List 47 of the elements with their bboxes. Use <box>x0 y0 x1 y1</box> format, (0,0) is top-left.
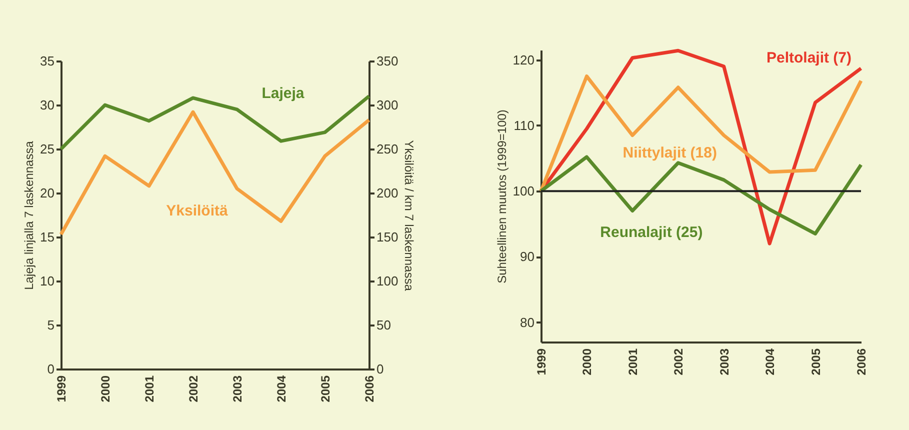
x-tick-label: 2006 <box>362 375 376 402</box>
x-tick-label: 2005 <box>318 375 332 402</box>
y2-tick-label: 50 <box>376 318 391 332</box>
y-tick-label: 35 <box>40 54 54 68</box>
x-tick-label: 2005 <box>808 348 823 376</box>
x-tick-label: 2002 <box>672 348 686 376</box>
x-tick-label: 2000 <box>580 348 594 376</box>
y2-tick-label: 300 <box>376 98 398 112</box>
x-tick-label: 2001 <box>626 348 640 376</box>
line-series <box>539 74 863 193</box>
y-axis-title: Lajeja linjalla 7 laskennassa <box>22 140 36 290</box>
y-tick-label: 120 <box>512 52 534 68</box>
x-tick-label: 2003 <box>717 348 732 376</box>
y2-tick-label: 200 <box>376 186 398 200</box>
series-label: Yksilöitä <box>166 202 228 220</box>
y-tick-label: 25 <box>40 142 54 156</box>
x-tick-label: 2000 <box>98 375 112 402</box>
x-tick-label: 2001 <box>142 375 156 402</box>
y-tick-label: 30 <box>40 98 54 112</box>
x-tick-label: 2004 <box>763 348 778 376</box>
y2-tick-label: 350 <box>376 54 398 68</box>
series-label: Reunalajit (25) <box>600 224 703 241</box>
x-tick-label: 2003 <box>230 375 244 402</box>
x-tick-label: 1999 <box>54 375 68 402</box>
y2-tick-label: 0 <box>376 362 384 376</box>
line-series <box>59 110 371 236</box>
series-label: Lajeja <box>262 85 305 102</box>
y-axis-title: Suhteellinen muutos (1999=100) <box>494 110 509 284</box>
y-tick-label: 80 <box>520 314 534 330</box>
y-tick-label: 0 <box>47 362 54 376</box>
y2-tick-label: 150 <box>376 230 398 244</box>
x-tick-label: 2002 <box>186 375 200 402</box>
x-tick-label: 2006 <box>854 348 868 376</box>
x-tick-label: 2004 <box>274 375 288 402</box>
y2-axis-title: Yksilöitä / km 7 laskennassa <box>402 140 416 292</box>
y-tick-label: 10 <box>40 274 54 288</box>
y-tick-label: 100 <box>512 184 534 199</box>
y-tick-label: 110 <box>514 118 534 133</box>
y-tick-label: 20 <box>40 186 54 200</box>
series-label: Peltolajit (7) <box>766 49 852 66</box>
series-label: Niittylajit (18) <box>622 144 717 162</box>
x-tick-label: 1999 <box>534 348 548 376</box>
y-tick-label: 15 <box>40 230 54 244</box>
y2-tick-label: 250 <box>376 142 398 156</box>
y-tick-label: 90 <box>520 249 534 264</box>
y-tick-label: 5 <box>47 318 54 332</box>
y2-tick-label: 100 <box>376 274 398 288</box>
